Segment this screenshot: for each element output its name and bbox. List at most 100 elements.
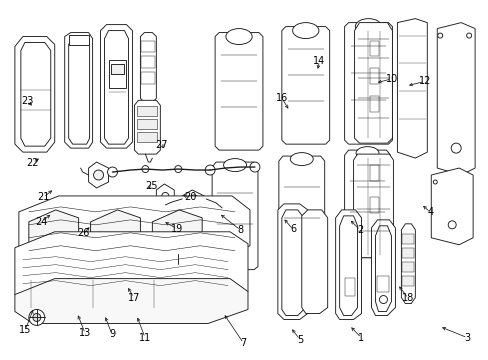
Circle shape [162,202,168,210]
Polygon shape [339,216,357,315]
Circle shape [450,143,460,153]
Polygon shape [168,220,188,254]
Ellipse shape [292,23,318,39]
Polygon shape [182,190,206,208]
Text: 7: 7 [240,338,246,348]
Text: 25: 25 [145,181,158,192]
Text: 8: 8 [237,225,243,235]
Text: 18: 18 [401,293,413,303]
Polygon shape [281,210,303,315]
Bar [402,234,413,244]
Ellipse shape [290,153,313,166]
Circle shape [205,165,215,175]
Circle shape [437,33,442,38]
Text: 26: 26 [78,228,90,238]
Bar [402,262,413,272]
Polygon shape [21,42,51,146]
Text: 1: 1 [358,333,364,343]
Bar [402,248,413,258]
Text: 22: 22 [26,158,39,168]
Polygon shape [101,24,132,148]
Circle shape [174,228,182,235]
Bar [344,278,354,296]
Text: 2: 2 [357,225,363,235]
Polygon shape [215,32,263,150]
Text: 19: 19 [171,224,183,234]
Polygon shape [278,156,324,264]
Polygon shape [354,23,392,143]
Text: 14: 14 [313,56,325,66]
Circle shape [162,193,168,199]
Polygon shape [212,162,258,270]
Polygon shape [353,154,393,258]
Text: 23: 23 [21,96,33,106]
Polygon shape [277,204,307,319]
Circle shape [93,170,103,180]
Polygon shape [301,210,327,314]
Text: 5: 5 [296,334,303,345]
Polygon shape [436,23,474,175]
Polygon shape [90,210,140,256]
Polygon shape [140,32,156,102]
Polygon shape [397,19,427,158]
Ellipse shape [355,19,381,35]
Text: 15: 15 [19,325,31,335]
Bar [137,132,157,142]
Text: 9: 9 [109,329,115,339]
Polygon shape [335,210,361,319]
Bar [377,276,388,292]
Bar [141,57,155,68]
Polygon shape [371,220,395,315]
Bar [110,64,124,75]
Text: 16: 16 [275,93,287,103]
Polygon shape [401,224,414,303]
Bar [68,35,88,45]
Circle shape [432,180,436,184]
Text: 6: 6 [289,225,296,234]
Bar [369,41,379,57]
Polygon shape [134,100,160,154]
Polygon shape [29,210,79,256]
Bar [108,60,126,88]
Text: 21: 21 [37,192,49,202]
Text: 13: 13 [79,328,91,338]
Text: 11: 11 [139,333,151,343]
Ellipse shape [223,159,246,171]
Polygon shape [15,37,55,152]
Bar [402,276,413,285]
Polygon shape [375,226,390,311]
Bar [369,165,379,181]
Ellipse shape [225,28,252,45]
Circle shape [174,240,182,247]
Polygon shape [344,23,392,144]
Circle shape [190,195,198,203]
Text: 3: 3 [464,333,469,343]
Bar [141,72,155,84]
Bar [369,197,379,213]
Polygon shape [104,31,128,144]
Polygon shape [64,32,92,148]
Polygon shape [152,210,202,256]
Text: 17: 17 [127,293,140,303]
Circle shape [379,296,386,303]
Polygon shape [88,162,108,188]
Polygon shape [281,27,329,144]
Text: 20: 20 [183,192,196,202]
Polygon shape [15,279,247,323]
Circle shape [142,166,148,172]
Text: 24: 24 [36,217,48,226]
Bar [141,41,155,53]
Polygon shape [430,168,472,245]
Circle shape [33,314,41,321]
Polygon shape [68,39,89,144]
Circle shape [249,162,260,172]
Polygon shape [344,150,389,258]
Polygon shape [15,232,247,307]
Text: 27: 27 [155,140,167,150]
Polygon shape [156,184,174,214]
Circle shape [447,221,455,229]
Bar [137,106,157,116]
Polygon shape [19,196,249,262]
Circle shape [107,167,117,177]
Bar [369,68,379,84]
